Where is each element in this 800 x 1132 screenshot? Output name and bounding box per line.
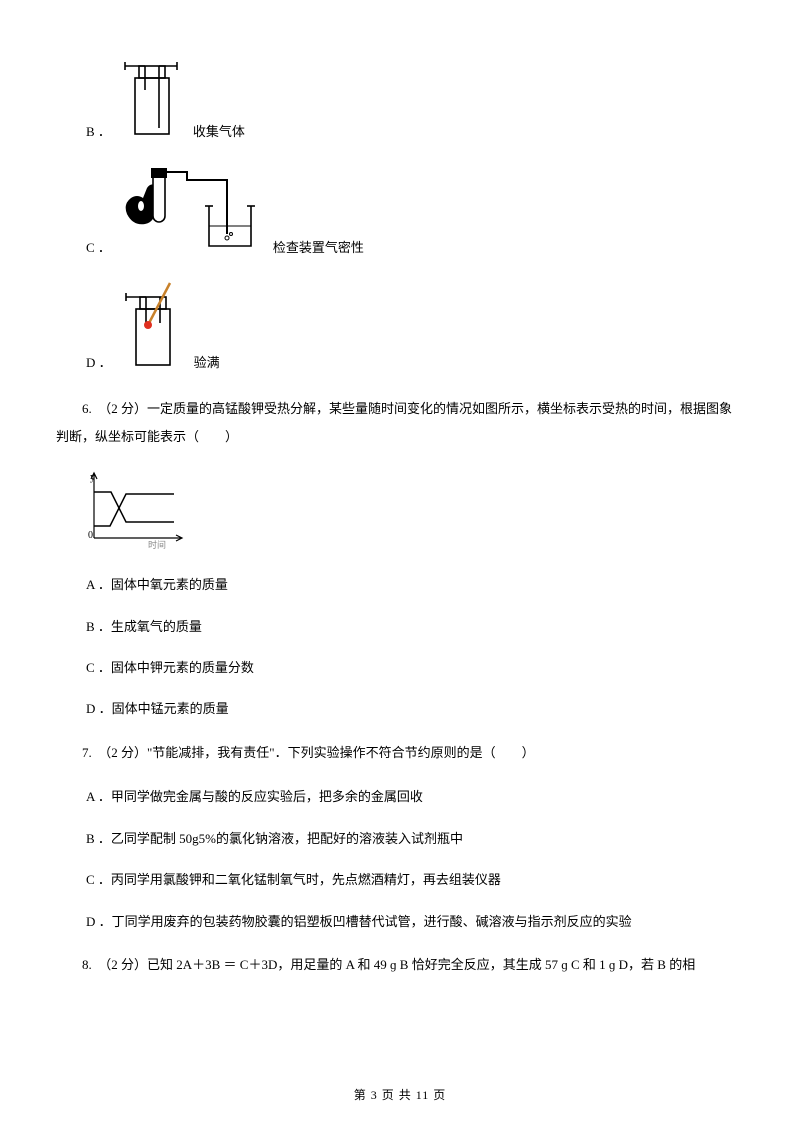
option-c-caption: 检查装置气密性 [273,238,364,262]
q6-choice-d: D ．固体中锰元素的质量 [86,697,744,720]
q6-choice-a: A ．固体中氧元素的质量 [86,573,744,596]
q6-choice-c: C ．固体中钾元素的质量分数 [86,656,744,679]
option-c-label: C ． [86,238,111,262]
q7-choice-c: C ．丙同学用氯酸钾和二氧化锰制氧气时，先点燃酒精灯，再去组装仪器 [86,868,744,891]
svg-text:y: y [90,471,96,483]
q7-choice-a: A ．甲同学做完金属与酸的反应实验后，把多余的金属回收 [86,785,744,808]
option-d-caption: 验满 [194,353,220,377]
q7-choice-d: D ．丁同学用废弃的包装药物胶囊的铝塑板凹槽替代试管，进行酸、碱溶液与指示剂反应… [86,910,744,933]
diagram-b [117,48,187,146]
page-footer: 第 3 页 共 11 页 [0,1086,800,1104]
q7-stem: 7. （2 分）"节能减排，我有责任"．下列实验操作不符合节约原则的是（ ） [56,739,744,768]
option-d-row: D ． 验满 [86,279,744,377]
q6-stem: 6. （2 分）一定质量的高锰酸钾受热分解，某些量随时间变化的情况如图所示，横坐… [56,395,744,452]
q7-choice-b: B ．乙同学配制 50g5%的氯化钠溶液，把配好的溶液装入试剂瓶中 [86,827,744,850]
diagram-c [117,164,267,262]
option-c-row: C ． 检查装置气密性 [86,164,744,262]
diagram-d [118,279,188,377]
q8-stem: 8. （2 分）已知 2A＋3B ＝ C＋3D，用足量的 A 和 49 ɡ B … [56,951,744,980]
option-b-caption: 收集气体 [193,122,245,146]
option-b-label: B ． [86,122,111,146]
svg-text:0: 0 [88,530,93,541]
option-b-row: B ． 收集气体 [86,48,744,146]
q6-choice-b: B ．生成氧气的质量 [86,615,744,638]
svg-text:时间: 时间 [148,539,166,550]
option-d-label: D ． [86,353,112,377]
q6-graph: y 0 时间 [86,470,744,556]
